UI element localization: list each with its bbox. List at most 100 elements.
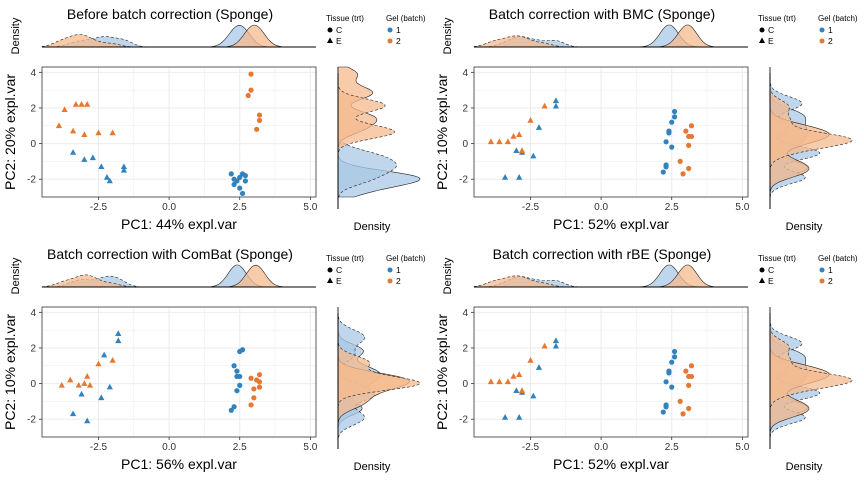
legend-batch1-icon <box>387 27 393 33</box>
legend-batch1-icon <box>387 267 393 273</box>
data-point <box>242 178 248 184</box>
data-point <box>688 363 695 369</box>
data-point <box>660 169 666 175</box>
data-point <box>677 398 683 404</box>
data-point <box>663 139 669 145</box>
x-axis-label: PC1: 56% expl.var <box>121 456 237 472</box>
legend-tissue-title: Tissue (trt) <box>326 254 364 263</box>
data-point <box>256 112 263 118</box>
data-point <box>541 342 548 349</box>
y-tick-label: -2 <box>27 415 36 426</box>
y-tick-label: 4 <box>30 308 36 319</box>
data-point <box>248 71 254 77</box>
legend-batch-title: Gel (batch) <box>386 14 426 23</box>
y-axis-label: PC2: 10% expl.var <box>434 314 450 430</box>
x-tick-label: 2.5 <box>665 442 679 453</box>
legend-batch-item: 1 <box>396 265 401 275</box>
data-point <box>552 337 560 344</box>
legend-batch2-icon <box>387 38 393 44</box>
legend-circle-icon <box>327 27 333 33</box>
right-density-label: Density <box>354 221 391 233</box>
data-point <box>513 387 520 393</box>
top-density-label: Density <box>442 257 454 294</box>
legend-batch-item: 2 <box>828 276 833 286</box>
legend-tissue-item: E <box>768 36 774 46</box>
data-point <box>106 177 113 184</box>
data-point <box>666 130 672 136</box>
y-axis-label: PC2: 20% expl.var <box>2 74 18 190</box>
data-point <box>496 378 503 385</box>
data-point <box>84 100 91 107</box>
data-point <box>248 87 254 93</box>
data-point <box>237 382 243 388</box>
data-point <box>516 414 523 420</box>
x-axis-label: PC1: 52% expl.var <box>553 216 669 232</box>
data-point <box>106 383 113 390</box>
data-point <box>688 123 695 129</box>
legend-tissue-item: C <box>768 265 774 275</box>
data-point <box>504 138 511 145</box>
legend-triangle-icon <box>759 37 765 43</box>
data-point <box>663 164 669 170</box>
chart-title: Batch correction with ComBat (Sponge) <box>47 246 293 262</box>
y-axis-label: PC2: 10% expl.var <box>2 314 18 430</box>
data-point <box>231 363 237 369</box>
chart-title: Batch correction with BMC (Sponge) <box>489 6 715 22</box>
data-point <box>677 158 683 164</box>
data-point <box>688 133 695 140</box>
data-point <box>686 405 692 412</box>
data-point <box>663 379 669 385</box>
data-point <box>516 371 523 377</box>
data-point <box>504 378 511 385</box>
y-tick-label: 4 <box>30 68 36 79</box>
data-point <box>78 100 85 107</box>
data-point <box>660 409 666 415</box>
y-tick-label: 0 <box>462 379 468 390</box>
x-axis-label: PC1: 44% expl.var <box>121 216 237 232</box>
legend-batch-item: 2 <box>396 36 401 46</box>
data-point <box>251 395 257 401</box>
data-point <box>663 404 669 410</box>
data-point <box>688 373 695 380</box>
data-point <box>234 178 240 184</box>
data-point <box>239 347 246 353</box>
data-point <box>95 129 102 136</box>
data-point <box>237 373 243 380</box>
data-point <box>109 129 116 136</box>
legend-batch-title: Gel (batch) <box>818 254 858 263</box>
plot-frame <box>41 66 317 198</box>
legend-batch-item: 2 <box>828 36 833 46</box>
data-point <box>254 126 260 132</box>
data-point <box>78 390 85 397</box>
legend-triangle-icon <box>327 277 333 283</box>
legend-batch-item: 1 <box>828 265 833 275</box>
plot-frame <box>41 306 317 438</box>
data-point <box>510 373 517 379</box>
data-point <box>256 384 263 390</box>
data-point <box>75 381 82 388</box>
data-point <box>231 181 237 188</box>
x-tick-label: 5.0 <box>303 202 317 213</box>
data-point <box>234 368 240 374</box>
panel-2: Batch correction with BMC (Sponge) Densit… <box>434 6 858 233</box>
x-tick-label: 0.0 <box>162 202 176 213</box>
plot-area <box>42 307 316 437</box>
x-tick-label: 2.5 <box>665 202 679 213</box>
y-tick-label: 2 <box>30 103 36 114</box>
data-point <box>516 131 523 137</box>
legend-tissue-title: Tissue (trt) <box>758 254 796 263</box>
data-point <box>248 402 254 408</box>
data-point <box>669 119 675 125</box>
x-axis-label: PC1: 52% expl.var <box>553 456 669 472</box>
legend-batch-title: Gel (batch) <box>818 14 858 23</box>
data-point <box>98 394 105 401</box>
data-point <box>69 410 77 417</box>
data-point <box>58 381 65 388</box>
legend-circle-icon <box>327 267 333 273</box>
data-point <box>501 414 509 420</box>
y-tick-label: 4 <box>462 308 468 319</box>
y-tick-label: 0 <box>30 379 36 390</box>
plot-frame <box>473 66 749 198</box>
plot-area <box>42 67 316 197</box>
legend-tissue-item: E <box>768 276 774 286</box>
